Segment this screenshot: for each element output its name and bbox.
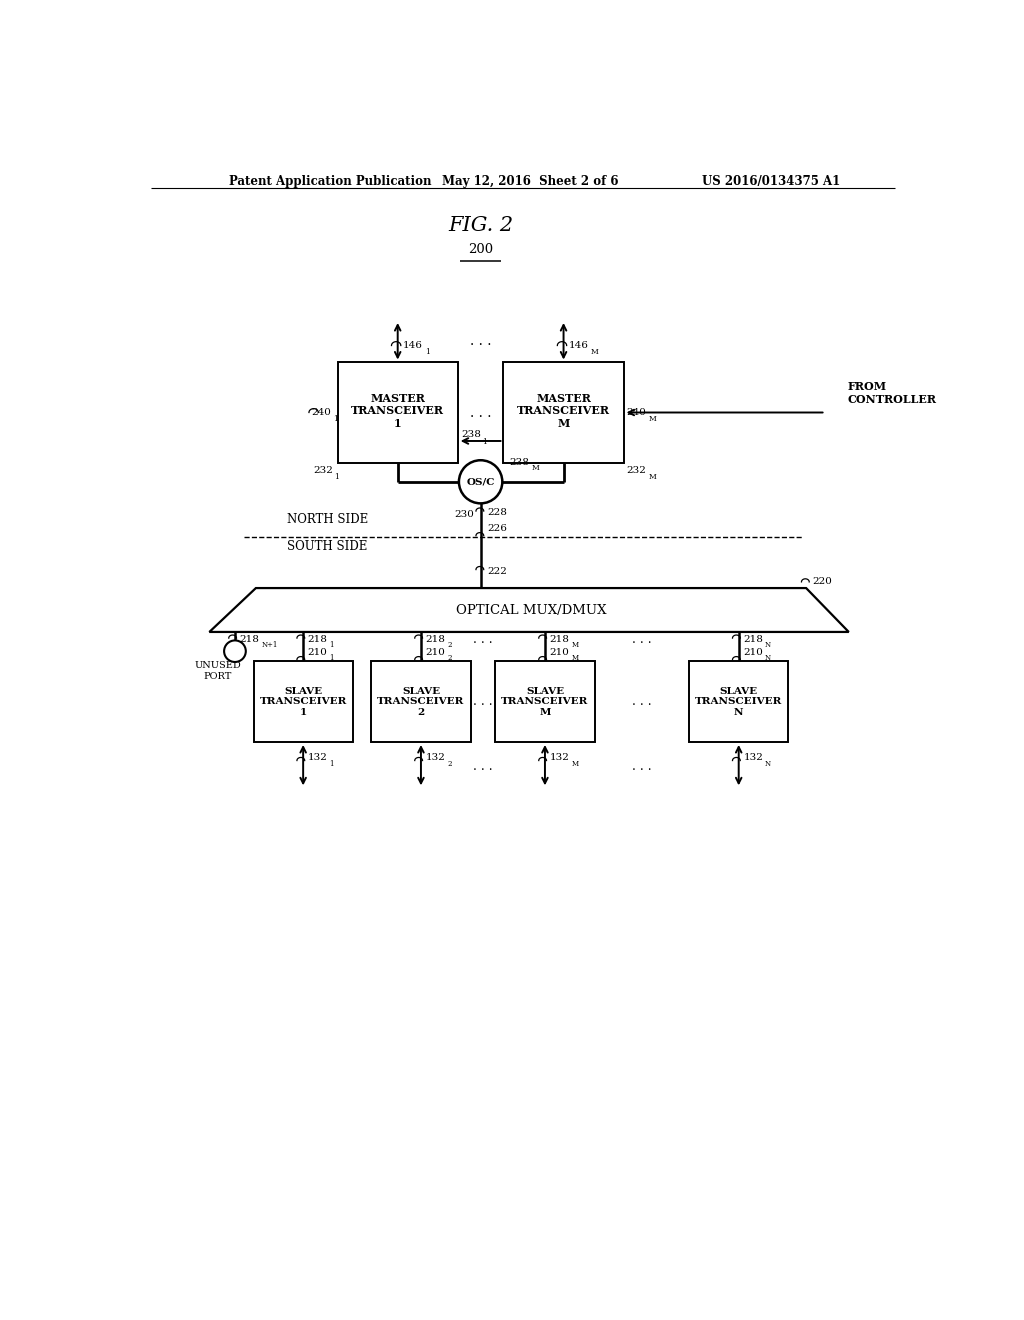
Text: . . .: . . . xyxy=(632,760,651,774)
Text: 2: 2 xyxy=(447,642,452,649)
Text: 2: 2 xyxy=(447,759,452,768)
Text: N: N xyxy=(765,759,771,768)
Text: 1: 1 xyxy=(330,642,334,649)
Text: Patent Application Publication: Patent Application Publication xyxy=(228,176,431,189)
Polygon shape xyxy=(209,589,849,632)
Text: OPTICAL MUX/DMUX: OPTICAL MUX/DMUX xyxy=(456,603,606,616)
Text: 1: 1 xyxy=(330,653,334,663)
Text: SLAVE
TRANSCEIVER
2: SLAVE TRANSCEIVER 2 xyxy=(377,686,465,717)
Bar xyxy=(689,661,788,742)
Text: 220: 220 xyxy=(812,577,833,586)
Text: M: M xyxy=(571,653,579,663)
Text: 222: 222 xyxy=(486,566,507,576)
Text: May 12, 2016  Sheet 2 of 6: May 12, 2016 Sheet 2 of 6 xyxy=(442,176,618,189)
Text: 232: 232 xyxy=(313,466,333,475)
Text: 232: 232 xyxy=(627,466,646,475)
Text: UNUSED
PORT: UNUSED PORT xyxy=(195,661,242,681)
Text: 132: 132 xyxy=(743,752,763,762)
Text: 1: 1 xyxy=(330,759,334,768)
Circle shape xyxy=(224,640,246,663)
Text: FROM
CONTROLLER: FROM CONTROLLER xyxy=(847,381,936,405)
Text: 210: 210 xyxy=(743,648,763,656)
Text: 1: 1 xyxy=(425,347,430,355)
Text: SLAVE
TRANSCEIVER
M: SLAVE TRANSCEIVER M xyxy=(502,686,589,717)
Text: SLAVE
TRANSCEIVER
N: SLAVE TRANSCEIVER N xyxy=(695,686,782,717)
Text: N: N xyxy=(765,642,771,649)
Text: 132: 132 xyxy=(308,752,328,762)
Text: . . .: . . . xyxy=(632,696,651,708)
Text: M: M xyxy=(591,347,598,355)
Text: 1: 1 xyxy=(335,473,339,480)
Text: 132: 132 xyxy=(426,752,445,762)
Text: . . .: . . . xyxy=(470,405,492,420)
Text: M: M xyxy=(571,759,579,768)
Text: 2: 2 xyxy=(447,653,452,663)
Text: 218: 218 xyxy=(308,635,328,644)
Bar xyxy=(338,363,458,462)
Text: M: M xyxy=(571,642,579,649)
Circle shape xyxy=(459,461,503,503)
Text: NORTH SIDE: NORTH SIDE xyxy=(287,513,368,527)
Text: . . .: . . . xyxy=(473,696,493,708)
Text: 1: 1 xyxy=(333,416,338,424)
Text: US 2016/0134375 A1: US 2016/0134375 A1 xyxy=(701,176,840,189)
Text: . . .: . . . xyxy=(632,634,651,647)
Text: . . .: . . . xyxy=(473,634,493,647)
Text: 146: 146 xyxy=(569,341,589,350)
Text: SOUTH SIDE: SOUTH SIDE xyxy=(287,540,368,553)
Text: M: M xyxy=(648,416,656,424)
Bar xyxy=(372,661,471,742)
Text: MASTER
TRANSCEIVER
1: MASTER TRANSCEIVER 1 xyxy=(351,392,444,429)
Text: 226: 226 xyxy=(486,524,507,533)
Text: FIG. 2: FIG. 2 xyxy=(449,216,513,235)
Text: 132: 132 xyxy=(550,752,569,762)
Text: 240: 240 xyxy=(311,408,332,417)
Text: 218: 218 xyxy=(426,635,445,644)
Text: OS/C: OS/C xyxy=(467,478,495,486)
Bar xyxy=(496,661,595,742)
Text: 218: 218 xyxy=(240,635,259,644)
Bar xyxy=(254,661,352,742)
Text: SLAVE
TRANSCEIVER
1: SLAVE TRANSCEIVER 1 xyxy=(259,686,347,717)
Text: M: M xyxy=(648,473,656,480)
Bar xyxy=(504,363,624,462)
Text: 146: 146 xyxy=(403,341,423,350)
Text: N: N xyxy=(765,653,771,663)
Text: 210: 210 xyxy=(550,648,569,656)
Text: 238: 238 xyxy=(461,430,480,440)
Text: 218: 218 xyxy=(550,635,569,644)
Text: 228: 228 xyxy=(486,508,507,517)
Text: M: M xyxy=(531,465,540,473)
Text: 218: 218 xyxy=(743,635,763,644)
Text: 1: 1 xyxy=(482,438,487,446)
Text: 210: 210 xyxy=(426,648,445,656)
Text: 210: 210 xyxy=(308,648,328,656)
Text: . . .: . . . xyxy=(473,760,493,774)
Text: 200: 200 xyxy=(468,243,494,256)
Text: 238: 238 xyxy=(510,458,529,467)
Text: . . .: . . . xyxy=(470,334,492,348)
Text: 230: 230 xyxy=(455,510,474,519)
Text: 240: 240 xyxy=(627,408,646,417)
Text: MASTER
TRANSCEIVER
M: MASTER TRANSCEIVER M xyxy=(517,392,610,429)
Text: N+1: N+1 xyxy=(261,642,278,649)
